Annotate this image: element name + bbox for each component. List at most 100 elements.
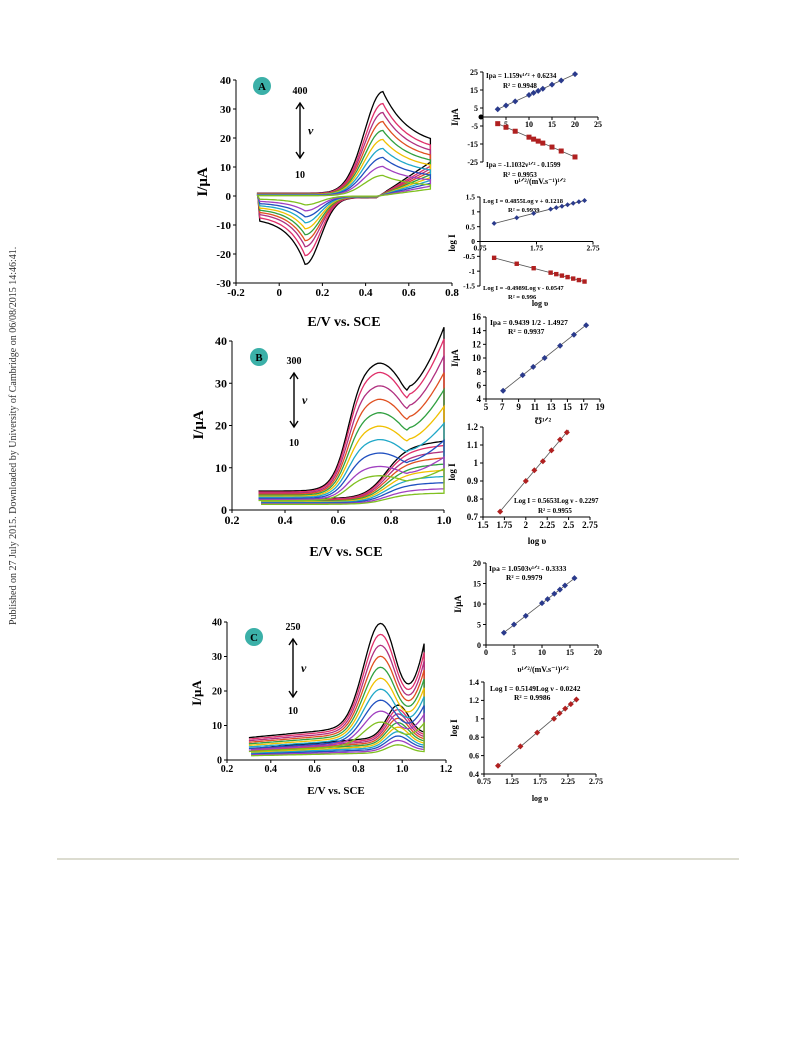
y-tick-label: 4 (477, 394, 482, 404)
panel-b-inset2: 1.5 1.75 2 2.25 2.5 2.75 1.2 1.1 1 0.9 0.8 0.7 log I… (447, 422, 599, 546)
y-tick-label: 0 (217, 756, 222, 767)
data-point (562, 705, 569, 712)
data-point (572, 71, 578, 78)
y-tick-label: -10 (216, 220, 231, 232)
x-axis-label: υ¹ᐟ²/(mV.s⁻¹)¹ᐟ² (514, 177, 566, 186)
panel-badge-label: A (258, 81, 266, 93)
x-tick-label: 1.75 (530, 244, 543, 253)
y-tick-label: 15 (473, 579, 481, 588)
y-tick-label: 30 (212, 652, 222, 663)
y-axis-label: log I (447, 234, 457, 252)
data-point (565, 202, 571, 208)
x-tick-label: 5 (504, 120, 508, 129)
data-point (561, 582, 568, 589)
data-point (535, 87, 542, 94)
x-tick-label: 0.4 (359, 287, 373, 299)
data-point (553, 205, 559, 211)
y-tick-label: 40 (220, 75, 232, 87)
panel-badge-label: B (255, 352, 262, 364)
data-point (554, 271, 559, 277)
r2: R² = 0.9948 (503, 82, 537, 90)
data-point (551, 715, 557, 722)
panel-c: 0.2 0.4 0.6 0.8 1.0 1.2 40 30 20 10 0 E/V vs. SCE I/… (189, 618, 452, 798)
divider (57, 858, 739, 860)
fit-line (494, 257, 585, 282)
data-point (576, 277, 582, 283)
y-tick-label: 1.1 (467, 440, 479, 450)
panel-c-inset2: 0.75 1.25 1.75 2.25 2.75 1.4 1.2 1 0.8 0.6 0.4 log … (449, 678, 603, 803)
x-tick-label: 0.8 (445, 287, 459, 299)
y-tick-label: 10 (473, 600, 481, 609)
data-point (535, 138, 541, 144)
panel-b-inset1: 5 7 9 11 13 15 17 19 16 14 12 10 8 6 4 I/μA Ʊ¹ᐟ² Ipa = 0.… (450, 312, 605, 426)
equation: Log I = 0.5653Log ν - 0.2297 (514, 497, 599, 505)
x-tick-label: 20 (571, 120, 579, 129)
y-tick-label: 10 (220, 162, 232, 174)
x-tick-label: 0.75 (477, 777, 491, 786)
x-tick-label: 0.75 (473, 244, 486, 253)
x-axis-label: log υ (528, 536, 547, 546)
x-tick-label: 15 (566, 648, 574, 657)
x-tick-label: 1.25 (505, 777, 519, 786)
y-axis-label: I/μA (191, 410, 207, 440)
x-tick-label: 10 (525, 120, 533, 129)
x-tick-label: 1.75 (497, 520, 513, 530)
data-point (500, 629, 507, 636)
data-point (519, 372, 526, 379)
x-tick-label: 5 (512, 648, 516, 657)
x-tick-label: 15 (548, 120, 556, 129)
x-tick-label: 19 (596, 402, 606, 412)
y-tick-label: 16 (472, 312, 482, 322)
side-note: Published on 27 July 2015. Downloaded by… (4, 150, 20, 630)
equation: Log I = -0.4989Log ν - 0.0547 (483, 285, 564, 292)
data-point (548, 270, 553, 275)
x-tick-label: 2 (524, 520, 529, 530)
cv-curve (258, 467, 445, 505)
y-tick-label: 5 (477, 620, 481, 629)
data-point (491, 220, 497, 226)
y-tick-label: 40 (212, 618, 222, 629)
panel-a-inset2: 0.75 1.75 2.75 1.5 1 0.5 0 -0.5 -1 -1.5 log I log υ… (447, 193, 600, 308)
data-point (497, 508, 504, 515)
data-point (570, 331, 577, 338)
equation: Log I = 0.5149Log ν - 0.0242 (490, 684, 581, 693)
data-point (549, 144, 555, 150)
arrow-nu-label: ν (308, 124, 314, 138)
y-tick-label: 1 (474, 458, 479, 468)
y-axis-label: I/μA (453, 595, 463, 613)
cv-curve (258, 421, 445, 504)
data-point (576, 199, 582, 205)
data-point (531, 266, 536, 271)
x-tick-label: 0.2 (316, 287, 330, 299)
side-note-text: Published on 27 July 2015. Downloaded by… (8, 247, 19, 625)
x-tick-label: 0.2 (221, 764, 234, 775)
y-tick-label: 25 (470, 68, 478, 77)
data-point (541, 355, 548, 361)
data-point (548, 206, 554, 212)
y-tick-label: 5 (474, 104, 478, 113)
x-tick-label: 0 (276, 287, 282, 299)
arrow-head-up (289, 371, 299, 380)
data-point (556, 710, 563, 717)
r2: R² = 0.9955 (538, 507, 572, 515)
data-point (548, 447, 555, 454)
x-tick-label: 5 (484, 402, 489, 412)
y-tick-label: 20 (215, 419, 227, 433)
x-tick-label: 0.6 (308, 764, 321, 775)
data-point (571, 575, 578, 582)
panel-a-inset1: 5 10 15 20 25 25 15 5 -5 -15 -25 I/μA υ¹ᐟ²/(mV.s⁻¹)¹… (450, 68, 602, 186)
y-tick-label: -1.5 (463, 282, 475, 291)
y-axis-label: log I (447, 463, 457, 481)
x-axis-label: E/V vs. SCE (307, 315, 380, 330)
y-tick-label: 0.8 (469, 733, 479, 742)
x-tick-label: 7 (500, 402, 505, 412)
y-tick-label: -5 (471, 122, 478, 131)
cv-curve (256, 90, 432, 266)
y-tick-label: 10 (212, 721, 222, 732)
panel-badge (253, 77, 271, 95)
x-tick-label: 1.2 (440, 764, 453, 775)
y-axis-label: I/μA (189, 680, 204, 706)
data-point (517, 743, 524, 750)
data-point (491, 255, 497, 261)
panel-a: -0.2 0 0.2 0.4 0.6 0.8 40 30 20 10 0 -10 -20 -30 E/V v… (195, 75, 459, 330)
